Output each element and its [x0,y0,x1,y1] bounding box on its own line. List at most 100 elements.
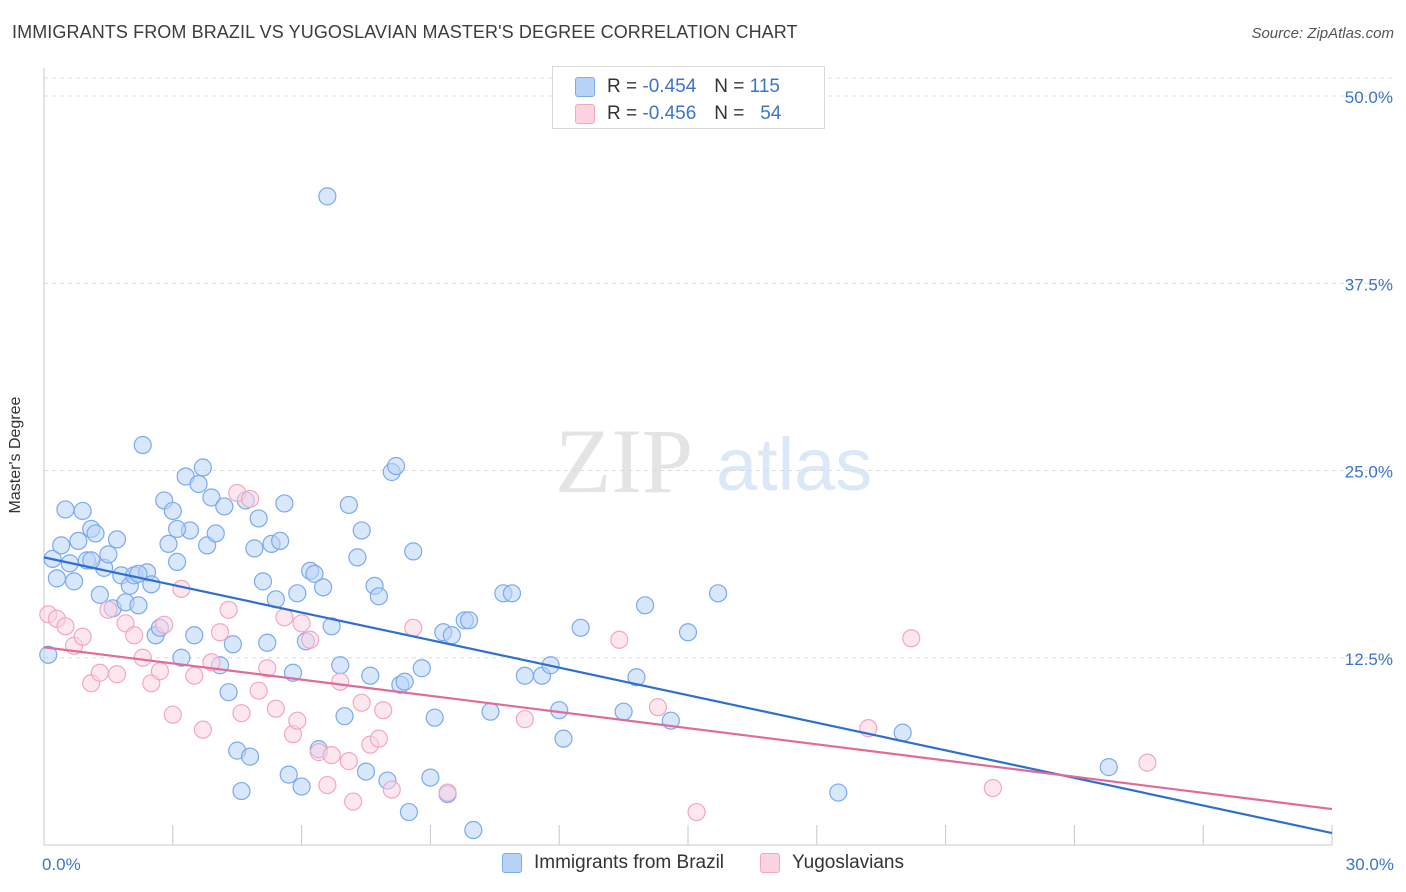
yugoslavian-point [902,629,921,648]
yugoslavian-point [155,615,174,634]
grid-lines [44,77,1392,659]
watermark-zip: ZIP [555,410,693,512]
y-axis-label: Master's Degree [7,396,24,514]
brazil-point [292,777,311,796]
yugoslavian-point [232,704,251,723]
brazil-point [305,564,324,583]
brazil-point [129,596,148,615]
brazil-point [215,497,234,516]
r-label: R = [607,103,638,124]
legend-row-yugoslavian: R = -0.456 N = 54 [575,101,781,127]
brazil-point [412,659,431,678]
legend-row-brazil: R = -0.454 N = 115 [575,74,780,100]
brazil-point [73,501,92,521]
yugoslavian-point [382,780,401,799]
brazil-point [90,585,109,604]
y-tick-label: 50.0% [1345,88,1393,107]
brazil-point [893,723,912,742]
brazil-trend-line [43,556,1333,835]
brazil-point [404,542,423,561]
yugoslavian-point [73,627,92,646]
yugoslavian-point [193,720,212,739]
brazil-point [223,635,243,654]
yugoslavian-point [56,617,75,636]
yugoslavian-point [648,698,668,717]
brazil-point [167,552,187,571]
brazil-point [219,683,238,702]
brazil-point [335,707,354,726]
yugoslavian-point [983,778,1002,798]
trend-lines [43,556,1333,835]
brazil-point [39,645,58,664]
yugoslavian-point [610,630,629,649]
chart-title: IMMIGRANTS FROM BRAZIL VS YUGOSLAVIAN MA… [12,22,798,42]
brazil-point [86,524,105,543]
brazil-point [481,702,500,721]
yugoslavian-point [107,665,127,684]
brazil-point [352,521,371,540]
x-tick-label: 30.0% [1346,855,1394,874]
brazil-point [52,536,71,555]
brazil-point [253,572,273,591]
yugoslavian-point [249,681,268,700]
yugoslavian-point [185,666,204,685]
brazil-point [386,456,406,476]
brazil-point [356,762,376,781]
yugoslavian-point [369,729,388,748]
legend-swatch-yugoslavian [575,104,595,124]
y-tick-label: 37.5% [1345,275,1393,294]
yugoslavian-point [266,699,285,718]
brazil-point [339,495,358,515]
yugoslavian-point [258,659,277,678]
yugoslavian-point [331,672,350,691]
brazil-point [331,656,350,675]
yugoslavian-point [202,653,221,672]
series-yugoslavian-points [39,483,1157,822]
brazil-point [202,488,221,507]
brazil-point [56,500,75,519]
yugoslavian-point [150,662,170,681]
brazil-point [159,534,178,554]
yugoslavian-point [438,783,457,802]
brazil-point [206,524,225,543]
brazil-point [172,648,191,667]
yugoslavian-point [352,693,371,712]
series-brazil-points [39,187,1118,840]
brazil-point [133,435,152,455]
yugoslavian-point [374,701,393,720]
brazil-point [678,623,698,642]
r-value: -0.454 [642,76,697,97]
yugoslavian-point [210,623,230,642]
brazil-point [421,768,440,787]
brazil-point [502,584,522,603]
brazil-point [348,548,367,567]
yugoslavian-point [687,802,706,822]
brazil-point [275,494,294,513]
brazil-point [189,474,208,494]
yugoslavian-point [322,746,341,765]
yugoslavian-point [404,618,423,637]
watermark: ZIP atlas [555,410,872,512]
brazil-point [47,569,66,588]
brazil-point [442,626,461,645]
brazil-point [193,458,212,477]
yugoslavian-point [344,792,363,811]
brazil-point [627,668,646,687]
brazil-point [240,747,260,766]
brazil-point [163,501,182,521]
brazil-point [554,729,573,748]
source-note: Source: ZipAtlas.com [1251,25,1394,42]
yugoslavian-trend-line [43,646,1333,811]
legend-swatch-yugoslavian [760,853,781,873]
yugoslavian-point [301,630,320,649]
watermark-atlas: atlas [716,423,872,506]
brazil-point [614,702,633,721]
legend-item-yugoslavian: Yugoslavians [760,852,904,874]
brazil-point [708,584,728,603]
tick-labels: 12.5% 25.0% 37.5% 50.0% 0.0% 30.0% [42,88,1394,874]
legend-swatch-brazil [575,77,595,97]
brazil-point [571,618,590,637]
y-tick-label: 12.5% [1345,650,1393,669]
yugoslavian-point [288,711,307,730]
